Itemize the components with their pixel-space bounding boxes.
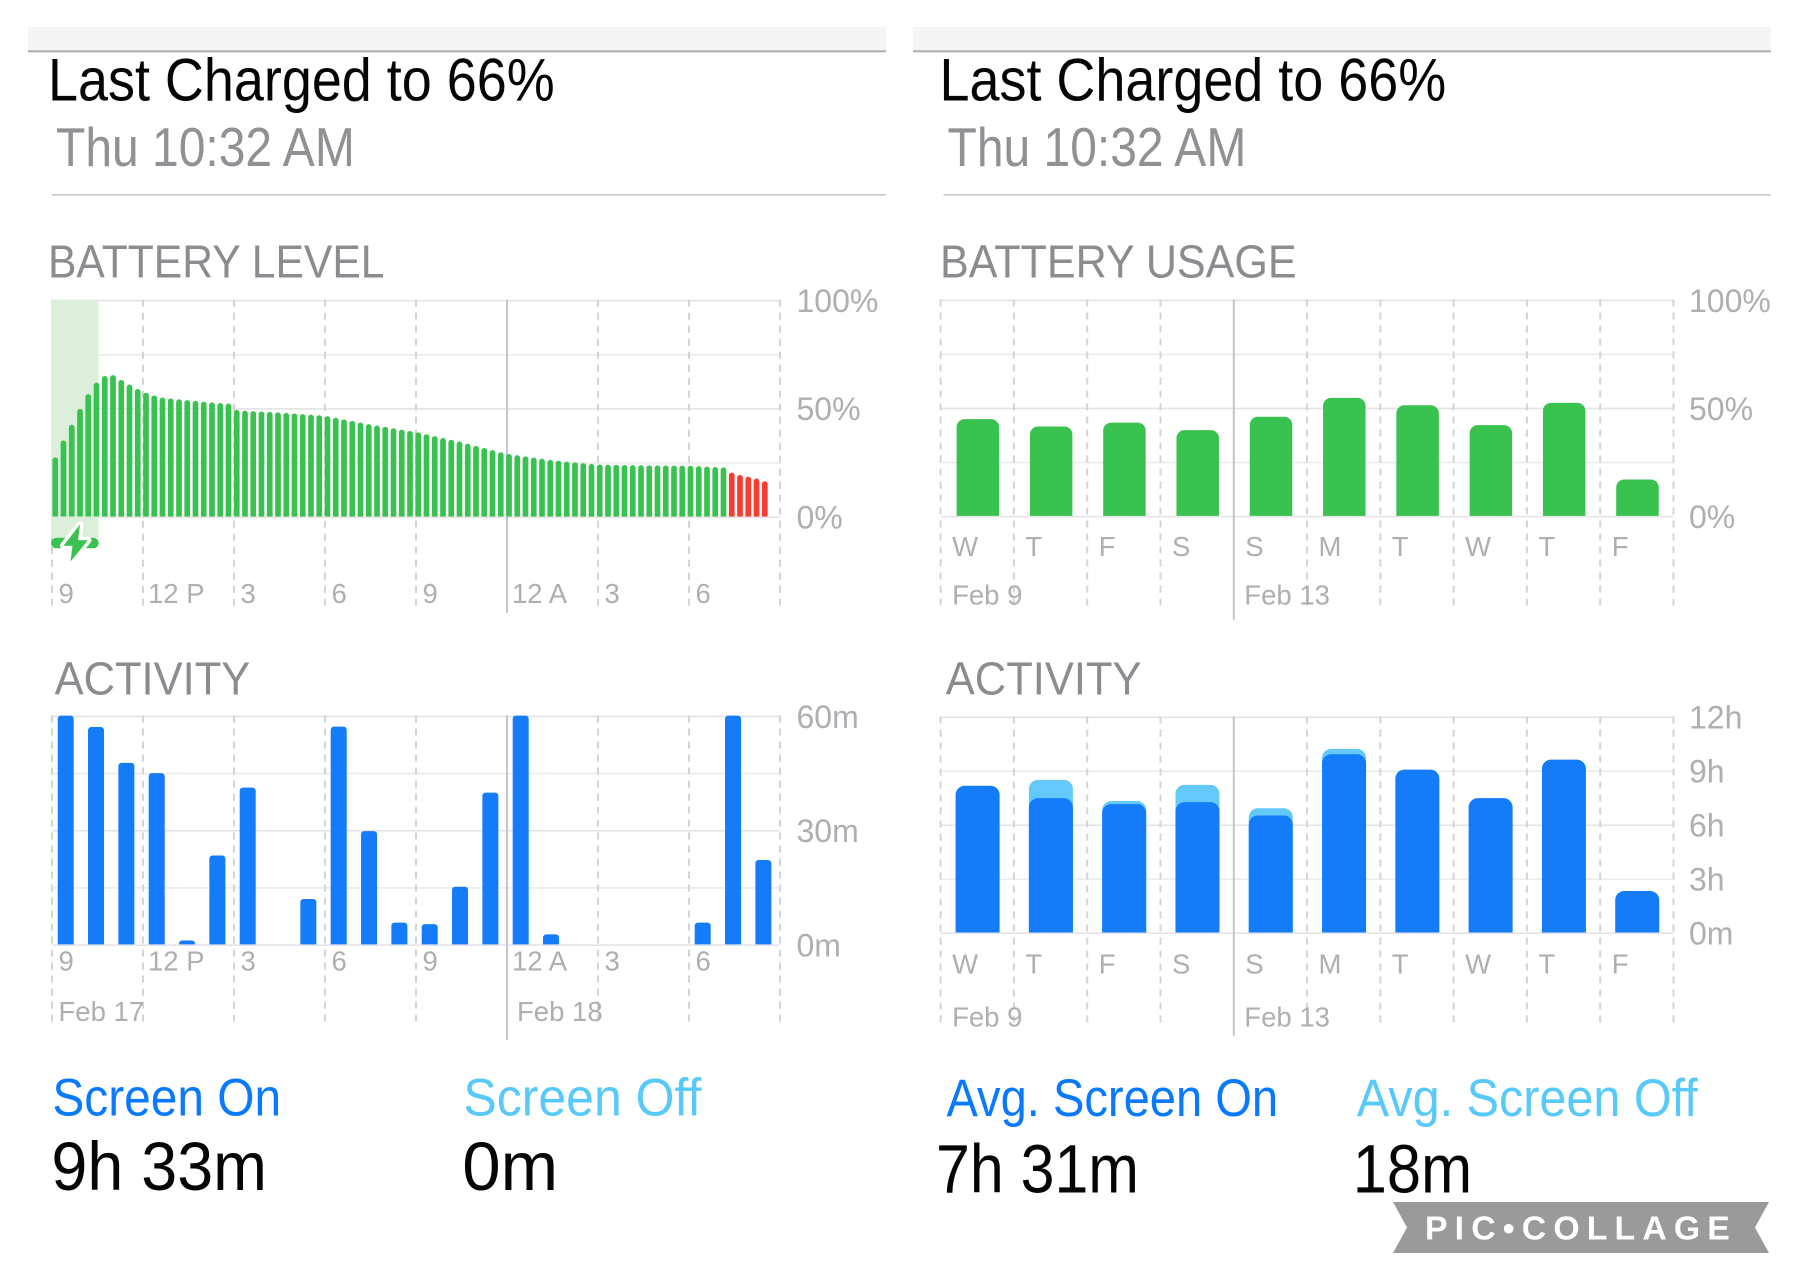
- svg-text:T: T: [1025, 531, 1042, 562]
- svg-text:9h 33m: 9h 33m: [51, 1128, 267, 1205]
- svg-text:3: 3: [605, 578, 620, 609]
- svg-text:6: 6: [696, 946, 711, 977]
- svg-text:6: 6: [332, 578, 347, 609]
- svg-text:W: W: [952, 531, 978, 562]
- svg-text:0%: 0%: [1689, 499, 1735, 535]
- svg-text:3h: 3h: [1689, 862, 1725, 898]
- svg-text:F: F: [1099, 531, 1116, 562]
- svg-text:9: 9: [423, 578, 438, 609]
- svg-text:12 P: 12 P: [148, 946, 205, 977]
- svg-text:BATTERY USAGE: BATTERY USAGE: [940, 236, 1297, 288]
- svg-text:18m: 18m: [1353, 1131, 1473, 1208]
- svg-text:Last Charged to 66%: Last Charged to 66%: [48, 47, 555, 114]
- svg-text:Feb 9: Feb 9: [952, 579, 1022, 610]
- svg-text:0m: 0m: [1689, 916, 1733, 952]
- svg-text:Thu 10:32 AM: Thu 10:32 AM: [56, 116, 355, 178]
- svg-text:T: T: [1538, 531, 1555, 562]
- svg-text:S: S: [1245, 949, 1263, 980]
- svg-text:T: T: [1392, 531, 1409, 562]
- svg-text:W: W: [1465, 949, 1491, 980]
- svg-text:60m: 60m: [797, 699, 859, 735]
- svg-text:BATTERY LEVEL: BATTERY LEVEL: [48, 236, 385, 288]
- svg-text:T: T: [1025, 949, 1042, 980]
- svg-text:Screen On: Screen On: [52, 1068, 281, 1127]
- svg-text:100%: 100%: [797, 283, 879, 319]
- svg-text:ACTIVITY: ACTIVITY: [946, 653, 1142, 705]
- svg-text:0m: 0m: [797, 928, 841, 964]
- svg-text:Thu 10:32 AM: Thu 10:32 AM: [948, 116, 1247, 178]
- svg-text:T: T: [1392, 949, 1409, 980]
- svg-text:PIC•COLLAGE: PIC•COLLAGE: [1425, 1210, 1737, 1247]
- svg-text:F: F: [1612, 949, 1629, 980]
- svg-text:W: W: [1465, 531, 1491, 562]
- svg-text:6h: 6h: [1689, 808, 1725, 844]
- svg-text:3: 3: [605, 946, 620, 977]
- svg-text:0%: 0%: [797, 500, 843, 536]
- svg-text:T: T: [1538, 949, 1555, 980]
- svg-text:30m: 30m: [797, 813, 859, 849]
- svg-text:9: 9: [423, 946, 438, 977]
- svg-text:Screen Off: Screen Off: [463, 1068, 701, 1127]
- svg-text:9h: 9h: [1689, 754, 1725, 790]
- svg-text:Feb 13: Feb 13: [1244, 579, 1330, 610]
- svg-text:S: S: [1172, 531, 1190, 562]
- svg-text:100%: 100%: [1689, 283, 1771, 319]
- svg-text:0m: 0m: [462, 1128, 558, 1205]
- svg-text:6: 6: [696, 578, 711, 609]
- svg-text:Avg. Screen Off: Avg. Screen Off: [1357, 1069, 1698, 1128]
- svg-text:3: 3: [241, 946, 256, 977]
- svg-text:Feb 9: Feb 9: [952, 1002, 1022, 1033]
- svg-text:9: 9: [59, 946, 74, 977]
- svg-text:6: 6: [332, 946, 347, 977]
- svg-text:Last Charged to 66%: Last Charged to 66%: [940, 47, 1447, 114]
- svg-text:Feb 13: Feb 13: [1244, 1002, 1330, 1033]
- svg-text:50%: 50%: [797, 391, 861, 427]
- svg-text:M: M: [1319, 949, 1342, 980]
- svg-text:Feb 17: Feb 17: [59, 996, 145, 1027]
- svg-text:7h 31m: 7h 31m: [936, 1131, 1139, 1208]
- svg-text:S: S: [1172, 949, 1190, 980]
- svg-text:M: M: [1319, 531, 1342, 562]
- svg-text:F: F: [1612, 531, 1629, 562]
- svg-text:12 P: 12 P: [148, 578, 205, 609]
- svg-text:50%: 50%: [1689, 391, 1753, 427]
- svg-text:9: 9: [59, 578, 74, 609]
- svg-text:Avg. Screen On: Avg. Screen On: [947, 1069, 1279, 1128]
- svg-text:ACTIVITY: ACTIVITY: [55, 653, 251, 705]
- svg-text:12 A: 12 A: [512, 946, 568, 977]
- svg-text:12h: 12h: [1689, 700, 1742, 736]
- svg-text:F: F: [1099, 949, 1116, 980]
- svg-text:S: S: [1245, 531, 1263, 562]
- svg-text:3: 3: [241, 578, 256, 609]
- svg-text:12 A: 12 A: [512, 578, 568, 609]
- svg-text:W: W: [952, 949, 978, 980]
- svg-text:Feb 18: Feb 18: [517, 996, 603, 1027]
